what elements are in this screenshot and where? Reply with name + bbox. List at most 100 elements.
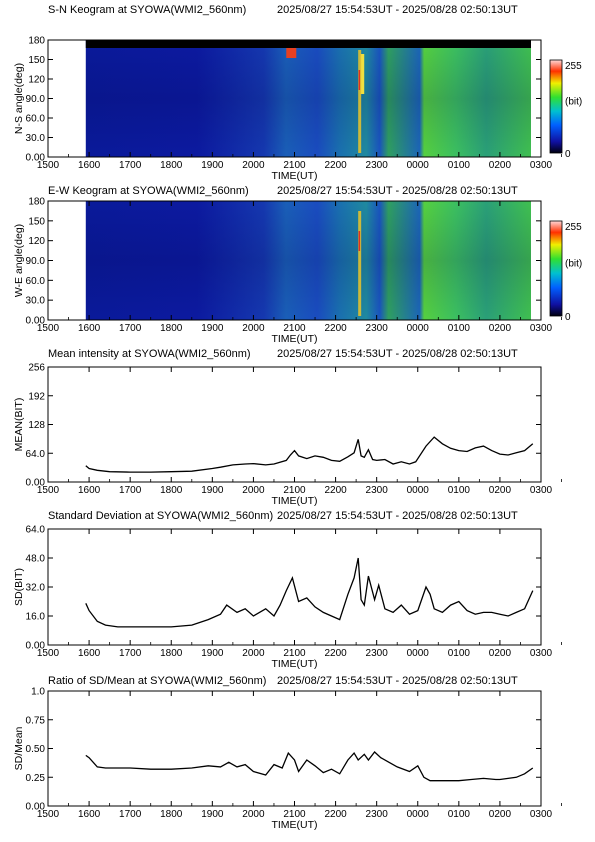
plot-frame [47, 366, 542, 483]
series-line [85, 751, 534, 782]
y-tick-label: 180 [28, 197, 45, 208]
keogram-streak [358, 211, 362, 316]
x-tick-label: 1600 [78, 648, 101, 659]
x-tick-label: 0000 [407, 160, 430, 171]
y-tick-label: 90.0 [26, 256, 46, 267]
x-axis-label: TIME(UT) [271, 658, 317, 670]
y-axis-label: MEAN(BIT) [13, 398, 25, 452]
x-tick-label: 2100 [283, 648, 306, 659]
x-tick-label: 1600 [78, 323, 101, 334]
panel-subtitle: 2025/08/27 15:54:53UT - 2025/08/28 02:50… [277, 675, 518, 687]
plot-frame [47, 690, 542, 807]
keogram-streak [358, 50, 362, 153]
x-tick-label: 1500 [37, 160, 60, 171]
y-tick-label: 0.00 [26, 478, 46, 489]
colorbar-unit-label: (bit) [565, 97, 582, 108]
y-tick-label: 150 [28, 55, 45, 66]
y-tick-label: 180 [28, 36, 45, 47]
y-tick-label: 0.50 [26, 744, 46, 755]
panel-subtitle: 2025/08/27 15:54:53UT - 2025/08/28 02:50… [277, 185, 518, 197]
x-tick-label: 0200 [489, 809, 512, 820]
x-tick-label: 0000 [407, 648, 430, 659]
y-tick-label: 64.0 [26, 449, 46, 460]
x-tick-label: 1800 [160, 160, 183, 171]
chart-panel-4: Standard Deviation at SYOWA(WMI2_560nm) 2… [13, 510, 562, 670]
x-tick-label: 2200 [324, 809, 347, 820]
x-tick-label: 1900 [201, 648, 224, 659]
x-tick-label: 1700 [119, 485, 142, 496]
colorbar-min-label: 0 [565, 149, 571, 160]
keogram-streak-peak [358, 70, 361, 90]
x-tick-label: 1500 [37, 323, 60, 334]
y-tick-label: 120 [28, 236, 45, 247]
x-tick-label: 0300 [530, 160, 553, 171]
y-tick-label: 16.0 [26, 612, 46, 623]
keogram-shading [85, 40, 532, 157]
keogram-shading [85, 201, 532, 320]
chart-panel-3: Mean intensity at SYOWA(WMI2_560nm) 2025/… [13, 348, 562, 507]
keogram-bright-spot [286, 48, 297, 58]
x-tick-label: 1800 [160, 485, 183, 496]
keogram-masked-band [85, 40, 532, 48]
x-tick-label: 2200 [324, 323, 347, 334]
x-tick-label: 0000 [407, 809, 430, 820]
series-line [85, 436, 534, 473]
x-tick-label: 0300 [530, 809, 553, 820]
x-tick-label: 1500 [37, 648, 60, 659]
y-tick-label: 0.00 [26, 641, 46, 652]
x-tick-label: 0300 [530, 485, 553, 496]
panel-title: E-W Keogram at SYOWA(WMI2_560nm) [48, 185, 249, 197]
x-tick-label: 1700 [119, 323, 142, 334]
y-tick-label: 0.75 [26, 715, 46, 726]
x-tick-label: 2000 [242, 160, 265, 171]
x-tick-label: 2000 [242, 809, 265, 820]
colorbar-max-label: 255 [565, 222, 582, 233]
colorbar-max-label: 255 [565, 61, 582, 72]
x-tick-label: 0100 [448, 323, 471, 334]
y-tick-label: 256 [28, 363, 45, 374]
y-tick-label: 0.00 [26, 802, 46, 813]
chart-panel-5: Ratio of SD/Mean at SYOWA(WMI2_560nm) 202… [13, 675, 562, 831]
x-tick-label: 1600 [78, 160, 101, 171]
x-tick-label: 0300 [530, 648, 553, 659]
y-tick-label: 192 [28, 391, 45, 402]
y-axis-label: W-E angle(deg) [13, 224, 25, 297]
x-axis-label: TIME(UT) [271, 819, 317, 831]
y-tick-label: 60.0 [26, 276, 46, 287]
x-tick-label: 0100 [448, 648, 471, 659]
plot-frame [47, 528, 542, 646]
x-tick-label: 0100 [448, 160, 471, 171]
series-line [85, 557, 534, 628]
x-tick-label: 2300 [366, 485, 389, 496]
x-tick-label: 1500 [37, 485, 60, 496]
y-tick-label: 32.0 [26, 583, 46, 594]
x-tick-label: 0200 [489, 323, 512, 334]
x-tick-label: 1600 [78, 809, 101, 820]
y-tick-label: 30.0 [26, 296, 46, 307]
y-tick-label: 60.0 [26, 114, 46, 125]
x-tick-label: 1700 [119, 648, 142, 659]
x-tick-label: 2000 [242, 323, 265, 334]
y-tick-label: 90.0 [26, 94, 46, 105]
y-tick-label: 48.0 [26, 554, 46, 565]
x-tick-label: 1700 [119, 160, 142, 171]
y-tick-label: 128 [28, 420, 45, 431]
y-axis-label: SD(BIT) [13, 568, 25, 606]
y-axis-label: SD/Mean [13, 726, 25, 770]
y-tick-label: 1.0 [31, 687, 45, 698]
x-tick-label: 2100 [283, 485, 306, 496]
x-tick-label: 1900 [201, 809, 224, 820]
x-tick-label: 1800 [160, 648, 183, 659]
x-tick-label: 0000 [407, 323, 430, 334]
y-tick-label: 150 [28, 216, 45, 227]
x-tick-label: 0000 [407, 485, 430, 496]
y-axis-label: N-S angle(deg) [13, 63, 25, 134]
x-tick-label: 0300 [530, 323, 553, 334]
panel-title: Standard Deviation at SYOWA(WMI2_560nm) [48, 510, 273, 522]
colorbar-unit-label: (bit) [565, 259, 582, 270]
y-tick-label: 64.0 [26, 525, 46, 536]
y-tick-label: 0.25 [26, 773, 46, 784]
x-tick-label: 0200 [489, 160, 512, 171]
x-axis-label: TIME(UT) [271, 333, 317, 345]
panel-title: Mean intensity at SYOWA(WMI2_560nm) [48, 348, 251, 360]
